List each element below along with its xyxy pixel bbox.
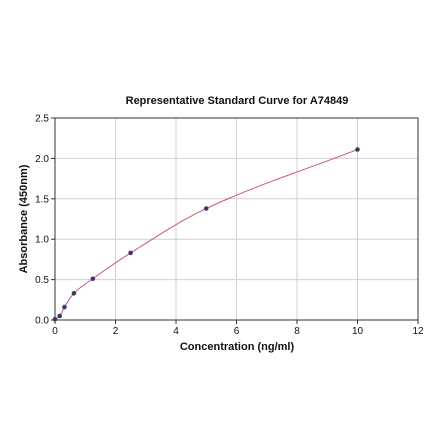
data-point [71, 291, 77, 296]
y-tick-label: 0.5 [35, 275, 49, 286]
y-tick-label: 0.0 [35, 316, 49, 327]
y-tick-label: 2.5 [35, 114, 49, 125]
y-tick-label: 1.0 [35, 235, 49, 246]
x-axis-title: Concentration (ng/ml) [180, 341, 295, 353]
tick-labels: 0 2 4 6 8 10 12 0.0 0.5 1.0 1.5 2.0 2.5 [35, 114, 424, 338]
data-point [52, 316, 58, 322]
data-point [57, 313, 63, 319]
x-tick-label: 0 [52, 326, 58, 337]
data-point [203, 206, 209, 211]
data-point [128, 250, 133, 256]
y-tick-label: 1.5 [35, 194, 49, 205]
x-tick-label: 12 [412, 326, 424, 337]
x-tick-label: 2 [113, 326, 119, 337]
x-tick-label: 6 [234, 326, 240, 337]
x-tick-label: 10 [352, 326, 364, 337]
chart-title: Representative Standard Curve for A74849 [126, 95, 349, 107]
axes [51, 117, 419, 324]
y-axis-title: Absorbance (450nm) [18, 164, 30, 273]
x-tick-label: 8 [294, 326, 300, 337]
fit-curve [54, 149, 358, 320]
y-tick-label: 2.0 [35, 154, 49, 165]
data-point [90, 276, 96, 282]
fit-curve-layer [54, 149, 358, 320]
grid-lines [54, 117, 419, 321]
x-tick-label: 4 [173, 326, 179, 337]
data-points [52, 147, 360, 322]
data-point [355, 147, 360, 152]
data-point [62, 304, 67, 310]
